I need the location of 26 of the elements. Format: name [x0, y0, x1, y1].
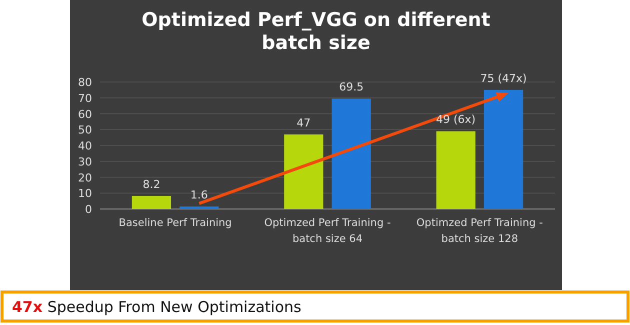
y-tick-label: 0: [85, 203, 92, 216]
bar: [436, 131, 476, 209]
data-label: 8.2: [142, 178, 160, 191]
y-tick-label: 50: [78, 124, 92, 137]
y-tick-label: 20: [78, 171, 92, 184]
data-label: 1.6: [190, 188, 208, 202]
bar: [332, 98, 371, 209]
data-label: 69.5: [339, 80, 364, 94]
text: 47x Speedup From New Optimizations: [12, 298, 302, 316]
y-tick-label: 70: [78, 92, 92, 105]
data-label: 75 (47x): [480, 72, 527, 85]
y-tick-label: 60: [78, 108, 92, 121]
data-label: 47: [296, 116, 311, 130]
chart-title: Optimized Perf_VGG on different batch size: [142, 9, 490, 54]
x-tick-label: Baseline Perf Training: [118, 217, 232, 229]
x-tick-label: Optimzed Perf Training - batch size 128: [416, 217, 544, 245]
bar: [284, 134, 324, 209]
x-tick-label: Optimzed Perf Training - batch size 64: [264, 217, 391, 245]
y-tick-label: 10: [78, 187, 92, 200]
y-tick-label: 30: [78, 155, 92, 168]
y-tick-label: 80: [78, 76, 92, 89]
bar: [132, 196, 172, 209]
y-tick-label: 40: [78, 140, 92, 152]
bar: [484, 90, 524, 209]
data-label: 49 (6x): [436, 113, 476, 126]
bar: [180, 206, 219, 209]
